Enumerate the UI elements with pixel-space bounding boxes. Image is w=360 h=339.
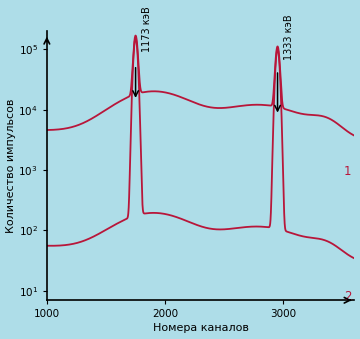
Text: 1173 кэВ: 1173 кэВ (142, 6, 152, 52)
X-axis label: Номера каналов: Номера каналов (153, 323, 249, 334)
Text: 2: 2 (344, 290, 351, 303)
Text: 1333 кэВ: 1333 кэВ (284, 15, 294, 60)
Text: 1: 1 (344, 165, 351, 178)
Y-axis label: Количество импульсов: Количество импульсов (5, 98, 15, 233)
